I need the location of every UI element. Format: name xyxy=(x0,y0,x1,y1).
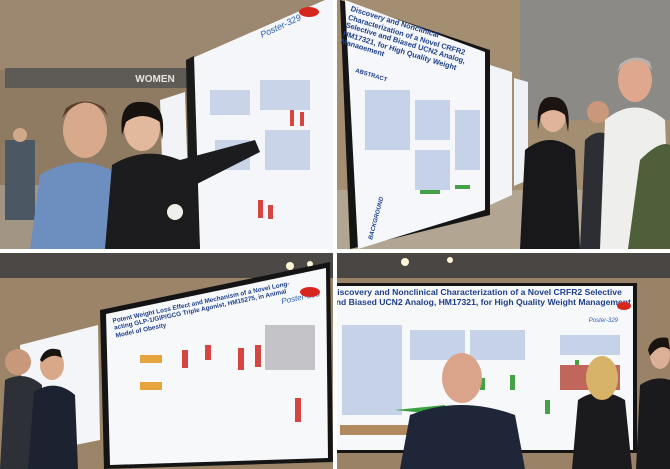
scene-shape xyxy=(5,349,31,375)
scene-shape xyxy=(121,101,164,140)
photo-top-left: WOMEN Poster-329 xyxy=(0,0,333,249)
scene-shape xyxy=(182,350,188,368)
scene-shape xyxy=(415,100,450,140)
scene-shape xyxy=(13,128,27,142)
scene-shape xyxy=(286,262,294,270)
sign-board xyxy=(5,68,195,88)
scene-shape xyxy=(560,335,620,355)
scene-shape xyxy=(140,355,162,363)
scene-shape xyxy=(268,205,273,219)
scene-shape xyxy=(205,345,211,360)
scene-shape xyxy=(420,185,470,194)
scene-shape xyxy=(300,112,304,126)
scene-shape xyxy=(140,382,162,390)
scene-shape xyxy=(401,258,409,266)
scene-shape xyxy=(587,101,609,123)
scene-shape xyxy=(265,130,310,170)
scene-shape xyxy=(618,58,652,102)
scene-shape xyxy=(299,7,319,17)
person xyxy=(520,140,580,249)
scene-shape xyxy=(648,337,670,356)
scene-shape xyxy=(480,378,485,390)
scene-shape xyxy=(340,425,430,435)
scene-shape xyxy=(342,325,620,415)
scene-shape xyxy=(167,204,183,220)
scene-shape xyxy=(140,355,162,390)
scene-shape xyxy=(514,78,528,186)
poster-number: Poster-329 xyxy=(589,318,619,324)
photo-bottom-right: Discovery and Nonclinical Characterizati… xyxy=(337,253,670,469)
poster xyxy=(106,268,328,465)
photo-top-right: Discovery and Nonclinical Characterizati… xyxy=(337,0,670,249)
scene-shape xyxy=(255,345,261,367)
scene-shape xyxy=(510,375,515,390)
scene-shape xyxy=(490,65,512,205)
scene-shape xyxy=(455,185,470,189)
scene-shape xyxy=(307,261,313,267)
scene-shape xyxy=(295,398,301,422)
scene-shape xyxy=(636,378,670,469)
scene-shape xyxy=(182,345,301,422)
scene-shape xyxy=(210,90,250,115)
scene-shape xyxy=(537,96,569,132)
poster xyxy=(188,0,333,249)
person xyxy=(572,392,632,469)
scene-shape xyxy=(365,90,480,190)
sign-text: WOMEN xyxy=(135,74,174,85)
scene-shape xyxy=(62,101,108,118)
scene-shape xyxy=(63,102,107,158)
poster-title-frame: Discovery and Nonclinical Characterizati… xyxy=(337,288,631,307)
scene-shape xyxy=(258,200,263,218)
scene-shape xyxy=(628,144,670,249)
scene-shape xyxy=(337,253,670,278)
photo-bottom-left: Potent Weight Loss Effect and Mechanism … xyxy=(0,253,333,469)
person xyxy=(105,140,260,249)
scene-shape xyxy=(342,325,402,415)
scene-shape xyxy=(258,110,304,219)
scene-shape xyxy=(447,257,453,263)
scene-shape xyxy=(617,57,652,72)
scene-shape xyxy=(300,287,320,297)
scene-shape xyxy=(40,348,62,362)
poster-title: Discovery and Nonclinical Characterizati… xyxy=(337,288,631,307)
person xyxy=(28,385,78,469)
scene-shape xyxy=(238,348,244,370)
scene-shape xyxy=(290,110,294,126)
scene-shape xyxy=(442,353,482,403)
scene-shape xyxy=(617,302,631,310)
person xyxy=(400,405,525,469)
scene-shape xyxy=(260,80,310,110)
scene-shape xyxy=(470,330,525,360)
scene-shape xyxy=(545,400,550,414)
scene-shape xyxy=(5,140,35,220)
scene-shape xyxy=(265,325,315,370)
scene-shape xyxy=(586,356,618,400)
scene-shape xyxy=(420,190,440,194)
scene-shape xyxy=(365,90,410,150)
scene-shape xyxy=(455,110,480,170)
scene-shape xyxy=(415,150,450,190)
